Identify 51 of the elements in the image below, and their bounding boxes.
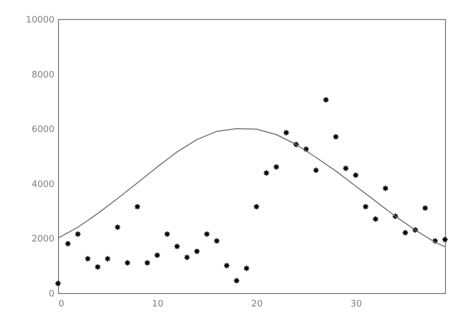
point	[362, 203, 369, 210]
x-tick-label: 30	[350, 300, 362, 310]
point	[64, 240, 72, 247]
point	[124, 260, 131, 266]
point	[104, 255, 111, 262]
point	[342, 165, 350, 172]
point	[282, 129, 290, 136]
point	[223, 262, 230, 269]
x-tick-label: 10	[152, 300, 164, 310]
point	[194, 248, 200, 255]
point	[422, 204, 428, 212]
point	[442, 236, 448, 243]
point	[174, 243, 180, 250]
y-tick-label: 6000	[32, 125, 55, 136]
point	[84, 255, 92, 262]
point	[184, 254, 190, 261]
x-tick-label: 20	[251, 300, 263, 310]
point	[312, 166, 320, 174]
line-series	[58, 128, 445, 248]
point	[204, 230, 210, 238]
point	[233, 277, 240, 284]
point	[74, 230, 82, 238]
point	[213, 238, 220, 244]
y-tick-label: 8000	[32, 70, 55, 80]
point	[382, 185, 389, 192]
point	[322, 96, 330, 104]
point	[114, 224, 121, 231]
y-tick-label: 0	[48, 290, 55, 300]
point	[144, 260, 151, 266]
point	[253, 203, 260, 210]
point	[412, 226, 419, 234]
point	[352, 172, 359, 178]
point	[54, 280, 62, 287]
point	[134, 203, 141, 210]
y-tick-label: 2000	[32, 234, 55, 245]
y-tick-label: 10000	[26, 16, 55, 26]
x-tick-label: 0	[58, 300, 64, 310]
point	[292, 141, 300, 148]
point	[273, 164, 280, 170]
point	[402, 229, 409, 236]
y-tick-label: 4000	[32, 180, 55, 190]
point	[243, 265, 250, 272]
point	[372, 216, 379, 222]
point	[164, 230, 170, 238]
point	[263, 170, 270, 176]
point	[94, 264, 101, 270]
point	[154, 252, 161, 258]
point	[302, 146, 310, 152]
point	[332, 134, 340, 140]
point	[392, 212, 399, 220]
point	[432, 238, 438, 244]
